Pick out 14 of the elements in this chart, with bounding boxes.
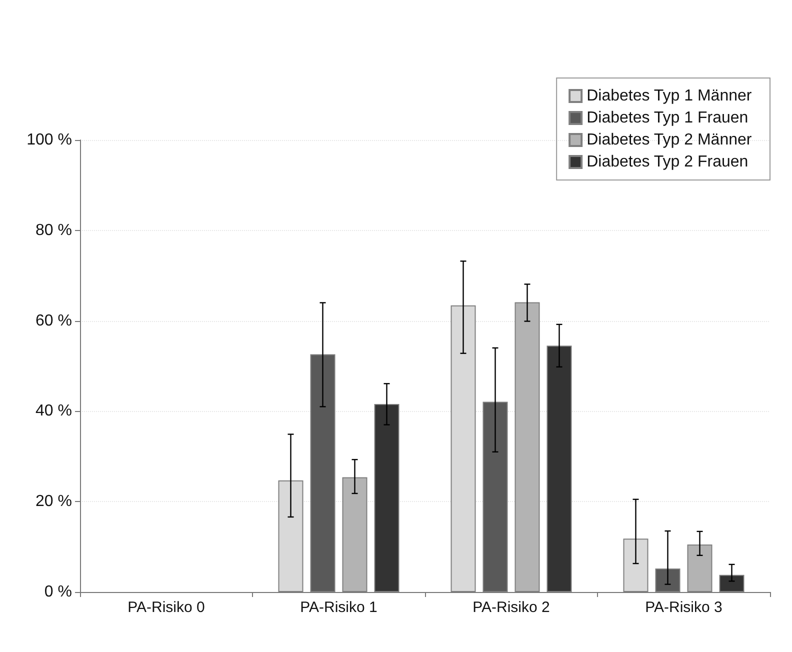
y-tick-label: 0 % [44, 584, 72, 600]
y-tick-label: 40 % [36, 402, 72, 420]
legend-label: Diabetes Typ 2 Männer [586, 132, 752, 148]
x-tick-label: PA-Risiko 0 [128, 599, 205, 616]
x-tick-label: PA-Risiko 2 [472, 599, 550, 616]
x-tick-label: PA-Risiko 1 [300, 599, 378, 616]
legend-label: Diabetes Typ 2 Frauen [586, 154, 748, 170]
y-tick-label: 60 % [36, 312, 72, 330]
y-tick-label: 100 % [26, 132, 72, 148]
y-tick-label: 80 % [36, 222, 72, 239]
x-tick-label: PA-Risiko 3 [645, 599, 722, 616]
y-tick-label: 20 % [36, 493, 72, 510]
legend-label: Diabetes Typ 1 Frauen [586, 110, 748, 126]
legend-label: Diabetes Typ 1 Männer [586, 88, 752, 104]
